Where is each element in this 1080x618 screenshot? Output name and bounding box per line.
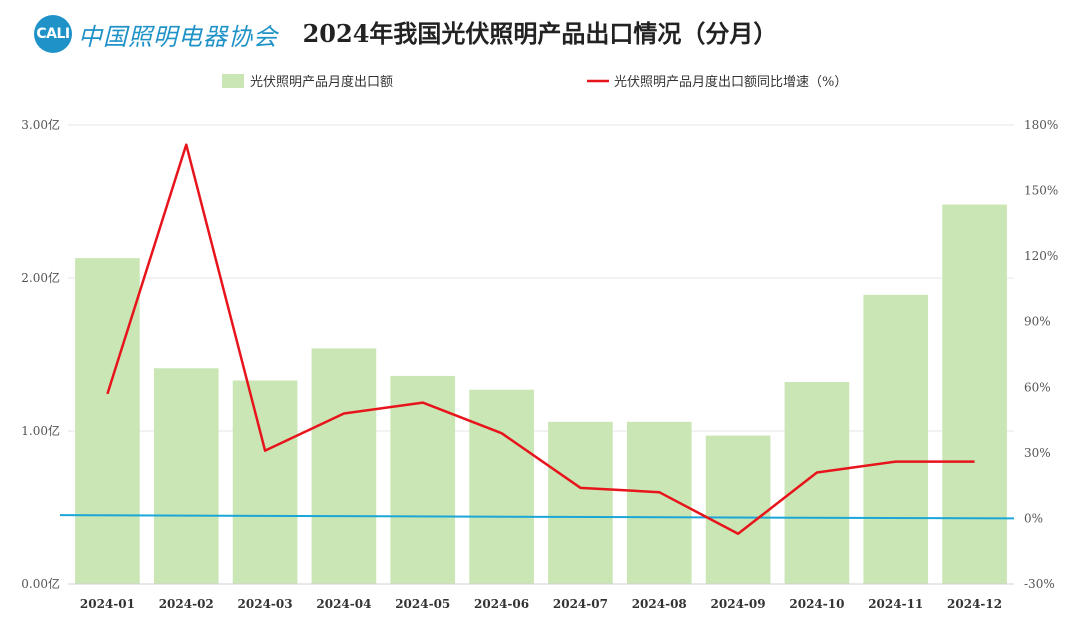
right-tick-label: 90% [1024, 315, 1051, 329]
x-tick-label: 2024-03 [238, 597, 293, 611]
bar-series [75, 204, 1007, 584]
trend-line [59, 514, 1015, 520]
left-tick-label: 2.00亿 [21, 270, 60, 285]
logo-text: 中国照明电器协会 [78, 22, 278, 51]
x-tick-label: 2024-07 [553, 597, 608, 611]
x-tick-label: 2024-01 [80, 597, 135, 611]
legend-bar-label: 光伏照明产品月度出口额 [250, 74, 393, 90]
x-tick-label: 2024-11 [868, 597, 923, 611]
bar-2024-05 [390, 375, 456, 584]
legend-bar-swatch [222, 74, 244, 88]
bar-2024-10 [784, 382, 850, 584]
right-tick-label: 60% [1024, 380, 1051, 394]
right-tick-label: -30% [1024, 577, 1055, 591]
left-tick-label: 3.00亿 [21, 117, 60, 132]
left-tick-label: 0.00亿 [21, 576, 60, 591]
x-tick-label: 2024-09 [711, 597, 766, 611]
right-tick-label: 120% [1024, 249, 1058, 263]
bar-2024-02 [153, 368, 219, 584]
chart-title: 2024年我国光伏照明产品出口情况（分月） [302, 19, 778, 48]
legend: 光伏照明产品月度出口额 光伏照明产品月度出口额同比增速（%） [222, 74, 847, 90]
line-series [106, 143, 975, 535]
x-tick-label: 2024-02 [159, 597, 214, 611]
bar-2024-06 [469, 389, 534, 584]
legend-line-label: 光伏照明产品月度出口额同比增速（%） [614, 74, 847, 90]
logo: CALI 中国照明电器协会 [34, 12, 278, 56]
bar-2024-12 [942, 204, 1007, 584]
bar-2024-01 [75, 258, 140, 584]
bar-2024-03 [232, 380, 298, 584]
bar-2024-09 [705, 435, 771, 584]
axes: 0.00亿 1.00亿 2.00亿 3.00亿 -30% 0% 30% 60% 90% 120% 1… [21, 117, 1058, 611]
bar-2024-07 [548, 421, 613, 584]
x-tick-label: 2024-12 [947, 597, 1002, 611]
x-tick-label: 2024-04 [316, 597, 371, 611]
x-tick-label: 2024-08 [632, 597, 687, 611]
trend-line-layer [59, 514, 1015, 520]
right-tick-label: 30% [1024, 446, 1051, 460]
growth-rate-line [106, 143, 975, 535]
right-tick-label: 180% [1024, 118, 1058, 132]
x-tick-label: 2024-10 [789, 597, 844, 611]
right-tick-label: 150% [1024, 184, 1058, 198]
logo-badge: CALI [34, 15, 72, 53]
left-tick-label: 1.00亿 [21, 423, 60, 438]
bar-2024-11 [863, 294, 929, 584]
right-tick-label: 0% [1024, 511, 1043, 525]
x-tick-label: 2024-05 [395, 597, 450, 611]
bar-2024-04 [311, 348, 377, 584]
x-tick-label: 2024-06 [474, 597, 529, 611]
